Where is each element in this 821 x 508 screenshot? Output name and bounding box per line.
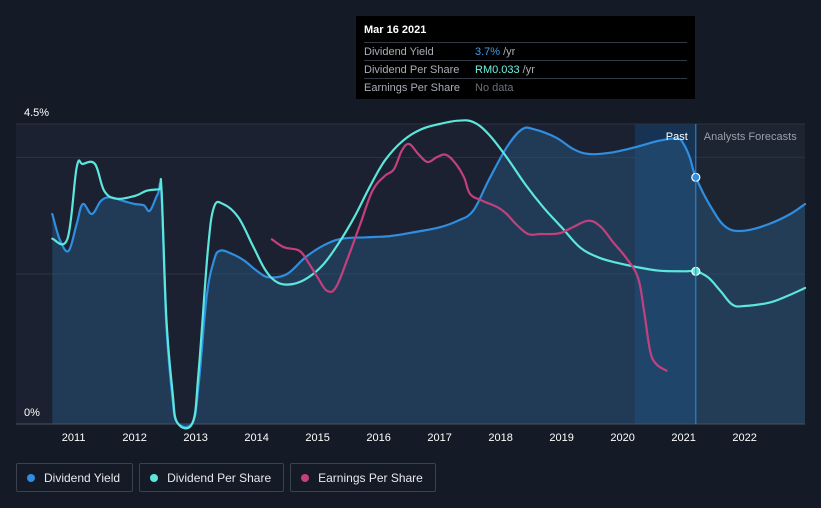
x-tick-label: 2015 xyxy=(305,432,329,444)
x-tick-label: 2020 xyxy=(610,432,634,444)
earnings-per-share-line xyxy=(270,142,668,372)
legend-dot-icon xyxy=(27,473,35,482)
tooltip-label: Earnings Per Share xyxy=(364,81,460,94)
legend-label: Dividend Per Share xyxy=(167,470,272,485)
tooltip-unit: /yr xyxy=(503,45,516,58)
x-tick-label: 2012 xyxy=(122,432,146,444)
tooltip-value: RM0.033 xyxy=(475,63,520,76)
tooltip-unit: /yr xyxy=(522,63,535,76)
x-tick-label: 2019 xyxy=(549,432,573,444)
legend-item-dividend-per-share[interactable]: Dividend Per Share xyxy=(139,463,285,492)
data-tooltip: Mar 16 2021 Dividend Yield 3.7% /yr Divi… xyxy=(356,16,695,99)
tooltip-value: 3.7% xyxy=(475,45,501,58)
tooltip-row-dividend-per-share: Dividend Per Share RM0.033 /yr xyxy=(364,60,687,78)
legend-dot-icon xyxy=(150,473,159,482)
tooltip-value: No data xyxy=(475,81,514,94)
forecast-region-label: Analysts Forecasts xyxy=(704,131,797,143)
y-tick-label: 4.5% xyxy=(24,107,49,119)
dividend-yield-area xyxy=(52,127,806,428)
legend-dot-icon xyxy=(301,473,310,482)
x-tick-label: 2022 xyxy=(732,432,756,444)
chart-legend: Dividend Yield Dividend Per Share Earnin… xyxy=(16,463,436,492)
dividend-per-share-line xyxy=(51,119,807,430)
tooltip-row-earnings-per-share: Earnings Per Share No data xyxy=(364,78,687,96)
legend-label: Earnings Per Share xyxy=(318,470,423,485)
dividend-yield-line xyxy=(51,126,807,429)
x-tick-label: 2011 xyxy=(62,432,86,444)
legend-item-dividend-yield[interactable]: Dividend Yield xyxy=(16,463,134,492)
x-tick-label: 2016 xyxy=(366,432,390,444)
x-tick-label: 2013 xyxy=(183,432,207,444)
tooltip-date: Mar 16 2021 xyxy=(364,24,427,36)
x-tick-label: 2014 xyxy=(244,432,268,444)
legend-label: Dividend Yield xyxy=(44,470,121,485)
x-tick-label: 2017 xyxy=(427,432,451,444)
x-tick-label: 2021 xyxy=(671,432,695,444)
legend-item-earnings-per-share[interactable]: Earnings Per Share xyxy=(290,463,436,492)
y-tick-label: 0% xyxy=(24,407,40,419)
past-region-label: Past xyxy=(666,131,688,143)
x-tick-label: 2018 xyxy=(488,432,512,444)
tooltip-row-dividend-yield: Dividend Yield 3.7% /yr xyxy=(364,42,687,60)
tooltip-label: Dividend Yield xyxy=(364,45,434,58)
tooltip-label: Dividend Per Share xyxy=(364,63,460,76)
